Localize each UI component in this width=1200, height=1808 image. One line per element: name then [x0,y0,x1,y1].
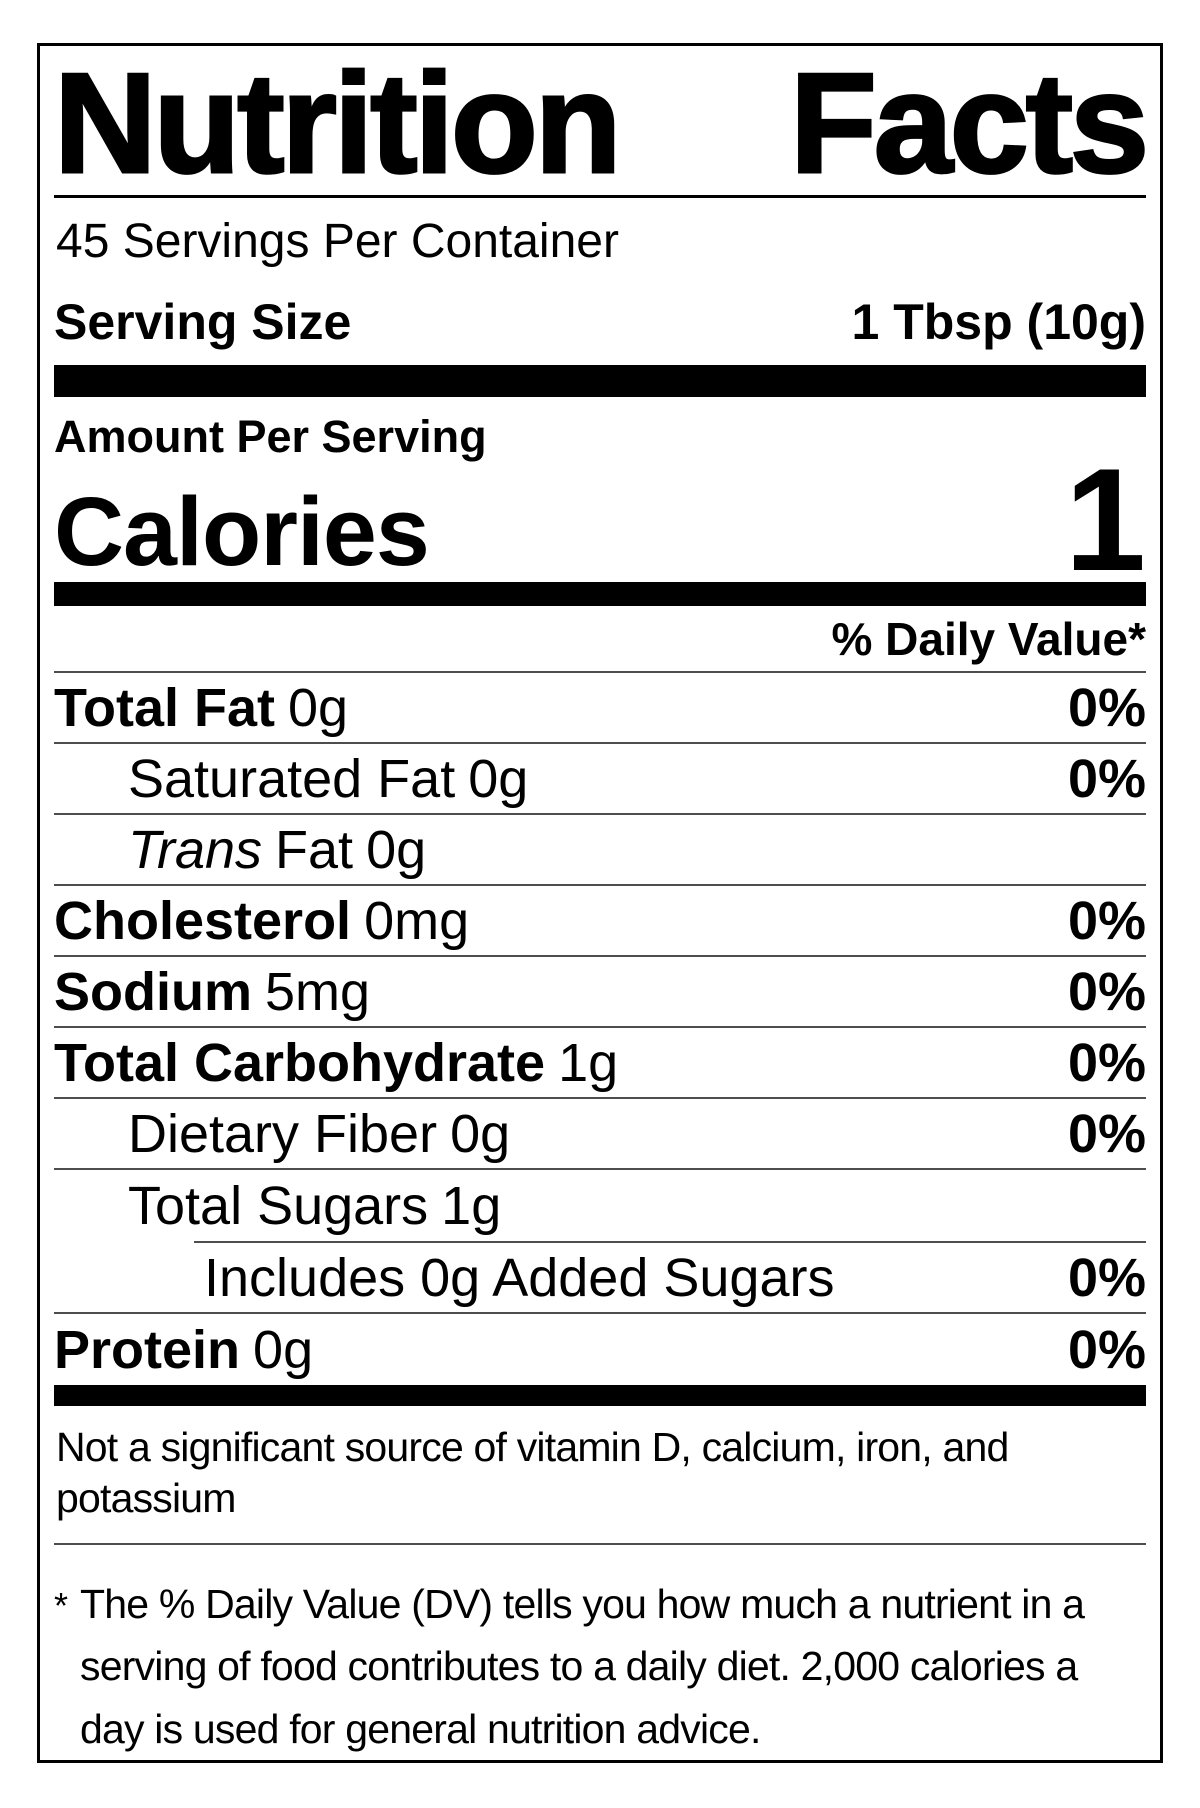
nutrient-name-group: Total Sugars 1g [54,1175,501,1237]
nutrient-daily-value: 0% [1067,961,1146,1022]
nutrient-name-group: Dietary Fiber 0g [54,1103,510,1165]
title-word-facts: Facts [789,43,1151,203]
nutrient-row: Dietary Fiber 0g 0% [54,1099,1146,1171]
nutrient-amount: 0g [450,1103,511,1164]
nutrition-facts-label: Nutrition Facts 45 Servings Per Containe… [37,43,1163,1763]
footnote-rule [54,1543,1146,1546]
nutrient-amount: 5mg [265,961,371,1022]
nutrient-amount: 0g [287,677,349,738]
amount-per-serving: Amount Per Serving [54,410,487,462]
indented-separator [194,1241,1146,1244]
nutrient-name: Total Carbohydrate [54,1032,546,1093]
separator-bar-thick [54,364,1146,397]
footnote-text: The % Daily Value (DV) tells you how muc… [80,1581,1085,1752]
not-significant-note: Not a significant source of vitamin D, c… [56,1424,1009,1521]
nutrient-row: Total Carbohydrate 1g 0% [54,1028,1146,1100]
nutrient-daily-value: 0% [1067,1103,1146,1164]
serving-size-row: Serving Size 1 Tbsp (10g) [54,269,1146,365]
nutrient-name-group: Includes 0g Added Sugars [54,1247,834,1309]
nutrient-daily-value: 0% [1067,677,1146,738]
nutrient-row: Trans Fat 0g [54,815,1146,887]
nutrient-name: Protein [54,1319,241,1380]
nutrient-amount: 0g [366,819,427,880]
nutrient-daily-value: 0% [1067,890,1146,951]
nutrient-row: Protein 0g 0% [54,1314,1146,1385]
nutrient-name: Fat [275,819,354,880]
nutrient-name: Total Fat [54,677,275,738]
calories-value: 1 [1064,437,1146,601]
calories-label: Calories [54,477,430,587]
nutrient-name-group: Protein 0g [54,1319,313,1381]
nutrient-amount: 0g [253,1319,314,1380]
nutrient-amount: 0g [468,748,529,809]
nutrient-name-group: Total Carbohydrate 1g [54,1032,618,1094]
servings-per-container: 45 Servings Per Container [56,215,619,269]
nutrient-name-group: Saturated Fat 0g [54,748,528,810]
serving-size-value: 1 Tbsp (10g) [851,293,1146,350]
separator-bar-bottom [54,1385,1146,1407]
nutrient-amount: 1g [441,1175,502,1236]
nutrient-row: Cholesterol 0mg 0% [54,886,1146,958]
nutrient-name: Includes 0g Added Sugars [204,1247,835,1308]
nutrient-row: Total Sugars 1g [54,1170,1146,1241]
nutrient-name-group: Total Fat 0g [54,677,348,739]
nutrient-daily-value: 0% [1067,748,1146,809]
nutrient-name-group: Sodium 5mg [54,961,370,1023]
nutrient-daily-value: 0% [1067,1247,1146,1308]
nutrient-row: Saturated Fat 0g 0% [54,744,1146,816]
nutrient-amount: 0mg [364,890,470,951]
nutrient-amount: 1g [558,1032,619,1093]
nutrient-table: Total Fat 0g 0% Saturated Fat 0g 0% Tran… [54,673,1146,1385]
nutrient-name: Saturated Fat [128,748,456,809]
nutrient-row: Includes 0g Added Sugars 0% [54,1243,1146,1315]
calories-row: Calories 1 [54,437,1146,601]
nutrient-name-group: Cholesterol 0mg [54,890,469,952]
title-rule [54,195,1146,199]
nutrient-row: Total Fat 0g 0% [54,673,1146,745]
nutrient-name: Sodium [54,961,252,1022]
nutrient-daily-value: 0% [1067,1319,1146,1380]
nutrient-row: Sodium 5mg 0% [54,957,1146,1029]
daily-value-footnote: * The % Daily Value (DV) tells you how m… [54,1545,1146,1760]
nutrient-daily-value: 0% [1067,1032,1146,1093]
nutrient-name: Cholesterol [54,890,352,951]
title-word-nutrition: Nutrition [53,43,624,203]
footnote-asterisk: * [54,1585,69,1627]
nutrient-name: Dietary Fiber [128,1103,438,1164]
nutrient-name-group: Trans Fat 0g [54,819,426,881]
daily-value-header: % Daily Value* [54,606,1146,674]
separator-bar-mid [54,581,1146,606]
label-title: Nutrition Facts [53,43,1151,203]
nutrient-name-italic: Trans [128,819,263,880]
nutrient-name: Total Sugars [128,1175,429,1236]
serving-size-label: Serving Size [54,293,352,350]
